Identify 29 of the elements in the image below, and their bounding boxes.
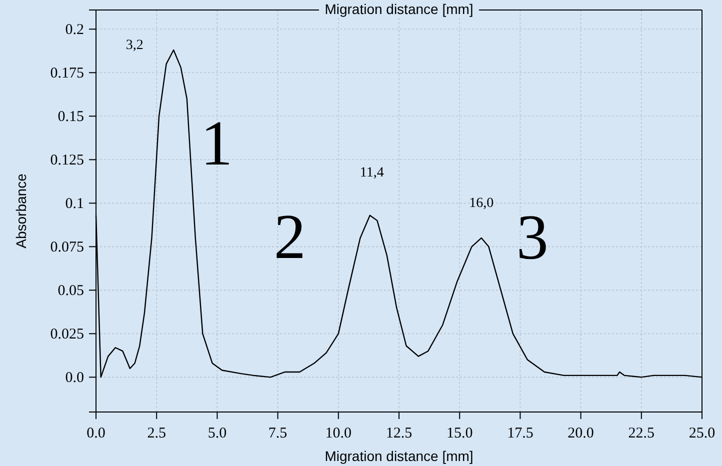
x-tick-label: 15.0 — [446, 426, 473, 442]
y-tick-label: 0.175 — [50, 65, 84, 82]
annotation: 1 — [200, 108, 233, 179]
annotation: 3,2 — [126, 38, 144, 54]
annotation: 16,0 — [469, 196, 494, 212]
x-axis-title: Migration distance [mm] — [324, 448, 474, 464]
chart-title: Migration distance [mm] — [324, 1, 474, 17]
y-tick-label: 0.15 — [58, 108, 84, 125]
x-tick-label: 7.5 — [268, 426, 288, 442]
x-tick-label: 12.5 — [386, 426, 412, 442]
x-tick-label: 5.0 — [208, 426, 227, 442]
annotation: 3 — [516, 202, 548, 273]
y-axis-title: Absorbance — [13, 173, 29, 248]
x-tick-label: 25.0 — [688, 426, 716, 442]
y-tick-label: 0.1 — [65, 196, 84, 212]
annotation: 2 — [274, 201, 306, 272]
x-tick-label: 10.0 — [325, 426, 352, 442]
x-tick-label: 2.5 — [147, 426, 166, 442]
x-tick-label: 22.5 — [628, 426, 655, 442]
annotation: 11,4 — [360, 166, 384, 181]
x-tick-label: 17.5 — [507, 426, 534, 442]
y-tick-label: 0.0 — [65, 370, 84, 386]
x-tick-label: 0.0 — [86, 426, 106, 442]
y-tick-label: 0.125 — [50, 152, 84, 168]
y-tick-label: 0.025 — [50, 326, 84, 342]
x-tick-label: 20.0 — [568, 426, 594, 442]
y-tick-label: 0.2 — [65, 22, 84, 38]
y-tick-label: 0.075 — [50, 239, 84, 256]
y-tick-label: 0.05 — [58, 282, 84, 299]
